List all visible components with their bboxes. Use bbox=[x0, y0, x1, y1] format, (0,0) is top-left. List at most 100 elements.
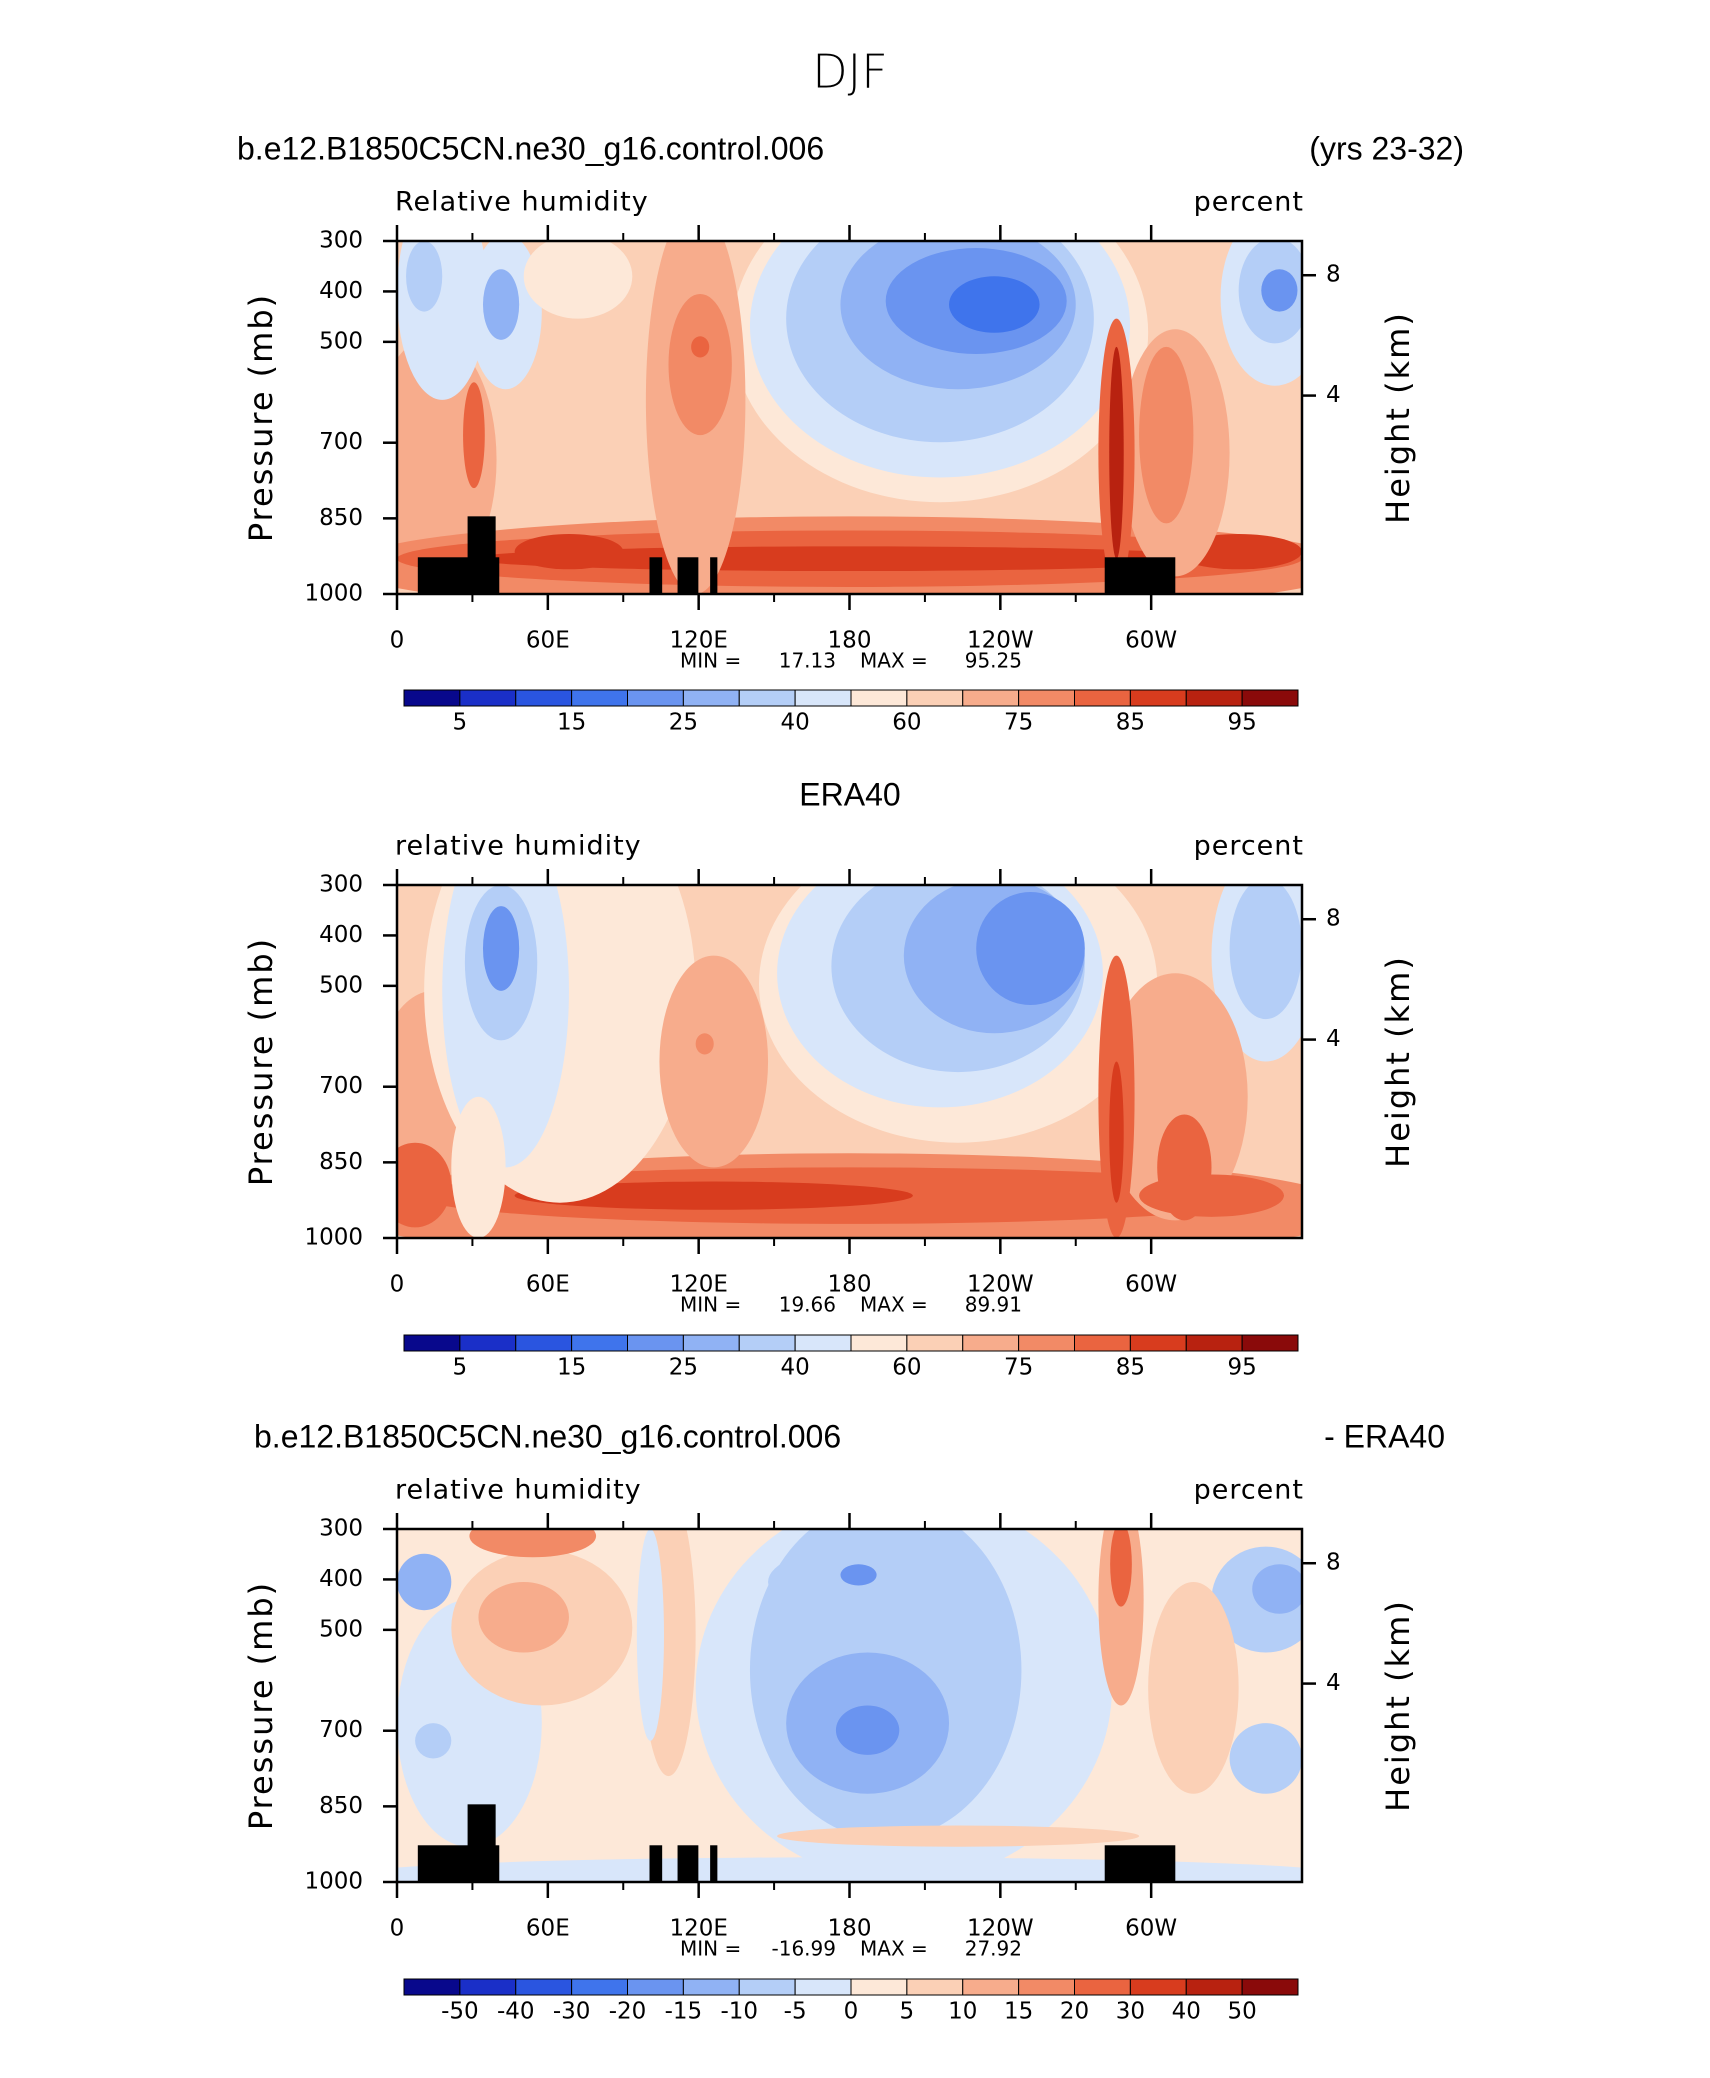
land-mask bbox=[677, 557, 699, 594]
contour-fill bbox=[397, 1857, 1302, 1882]
colorbar-label: 15 bbox=[557, 1355, 586, 1381]
max-label: MAX = bbox=[860, 649, 928, 673]
colorbar-label: -20 bbox=[609, 1999, 647, 2025]
contour-fill bbox=[1098, 1529, 1144, 1706]
contour-fill bbox=[1139, 1174, 1284, 1217]
colorbar-box bbox=[906, 1978, 964, 1996]
contour-fill bbox=[469, 1529, 597, 1558]
y-tick-label: 400 bbox=[319, 1566, 363, 1592]
colorbar-label: 75 bbox=[1004, 1355, 1033, 1381]
x-tick-label: 120E bbox=[669, 1272, 727, 1298]
max-value: 27.92 bbox=[965, 1937, 1022, 1961]
x-tick-label: 180 bbox=[828, 628, 872, 654]
y-tick-label: 400 bbox=[319, 278, 363, 304]
colorbar-box bbox=[1185, 1978, 1243, 1996]
colorbar-box bbox=[627, 1334, 684, 1352]
colorbar-label: 25 bbox=[669, 1355, 698, 1381]
max-value: 95.25 bbox=[965, 649, 1022, 673]
colorbar-box bbox=[794, 689, 852, 707]
panel-title-left: b.e12.B1850C5CN.ne30_g16.control.006 bbox=[237, 130, 824, 166]
panel-title-left: b.e12.B1850C5CN.ne30_g16.control.006 bbox=[254, 1418, 841, 1454]
colorbar-box bbox=[627, 1978, 684, 1996]
min-value: 19.66 bbox=[779, 1293, 836, 1317]
y-tick-label: 400 bbox=[319, 922, 363, 948]
y-tick-label: 850 bbox=[319, 1149, 363, 1175]
contour-fill bbox=[1139, 346, 1194, 524]
colorbar-label: 40 bbox=[780, 1355, 809, 1381]
y-axis-label: Pressure (mb) bbox=[242, 1581, 280, 1830]
min-label: MIN = bbox=[680, 1293, 741, 1317]
x-tick-label: 60E bbox=[526, 628, 570, 654]
contour-fill bbox=[397, 1553, 452, 1611]
colorbar-box bbox=[794, 1978, 852, 1996]
y-tick-label: 500 bbox=[319, 328, 363, 354]
colorbar-label: 30 bbox=[1116, 1999, 1145, 2025]
land-mask bbox=[710, 1845, 718, 1882]
y2-axis-label: Height (km) bbox=[1379, 955, 1417, 1168]
y-tick-label: 300 bbox=[319, 1516, 363, 1542]
colorbar-box bbox=[850, 1334, 908, 1352]
colorbar-box bbox=[403, 1978, 461, 1996]
x-tick-label: 60W bbox=[1125, 1916, 1177, 1942]
contour-field bbox=[397, 1529, 1302, 1882]
colorbar-box bbox=[1074, 1978, 1131, 1996]
colorbar-box bbox=[1241, 1334, 1299, 1352]
colorbar-label: 85 bbox=[1116, 710, 1145, 736]
panel-title-center: ERA40 bbox=[799, 776, 900, 812]
colorbar-box bbox=[1241, 1978, 1299, 1996]
colorbar-box bbox=[515, 1978, 573, 1996]
y-axis-label: Pressure (mb) bbox=[242, 937, 280, 1186]
colorbar-box bbox=[906, 1334, 964, 1352]
contour-fill bbox=[840, 1564, 877, 1586]
colorbar-box bbox=[1185, 1334, 1243, 1352]
colorbar-label: -50 bbox=[441, 1999, 479, 2025]
contour-fill bbox=[1110, 1529, 1132, 1607]
contour-fill bbox=[1229, 885, 1302, 1020]
contour-fill bbox=[1102, 973, 1248, 1221]
colorbar-box bbox=[627, 689, 684, 707]
contour-fill bbox=[406, 241, 443, 312]
colorbar-label: -5 bbox=[784, 1999, 807, 2025]
y2-tick-label: 4 bbox=[1326, 1670, 1341, 1696]
x-tick-label: 120E bbox=[669, 1916, 727, 1942]
contour-fill bbox=[514, 533, 624, 570]
x-tick-label: 0 bbox=[390, 628, 405, 654]
colorbar-label: -10 bbox=[720, 1999, 758, 2025]
colorbar-box bbox=[1074, 1334, 1131, 1352]
contour-fill bbox=[482, 906, 520, 991]
colorbar-box bbox=[738, 1978, 796, 1996]
y-tick-label: 1000 bbox=[304, 1869, 363, 1895]
colorbar-box bbox=[1018, 1978, 1075, 1996]
x-tick-label: 0 bbox=[390, 1272, 405, 1298]
y2-tick-label: 8 bbox=[1326, 262, 1341, 288]
min-value: -16.99 bbox=[772, 1937, 836, 1961]
x-tick-label: 0 bbox=[390, 1916, 405, 1942]
y-tick-label: 700 bbox=[319, 1073, 363, 1099]
x-tick-label: 60E bbox=[526, 1916, 570, 1942]
colorbar-box bbox=[515, 689, 573, 707]
x-tick-label: 180 bbox=[828, 1916, 872, 1942]
colorbar-box bbox=[459, 689, 517, 707]
y2-tick-label: 8 bbox=[1326, 1550, 1341, 1576]
contour-fill bbox=[691, 336, 710, 358]
y-tick-label: 500 bbox=[319, 972, 363, 998]
contour-field bbox=[397, 241, 1302, 594]
colorbar-box bbox=[738, 1334, 796, 1352]
contour-fill bbox=[695, 1033, 714, 1055]
land-mask bbox=[1104, 557, 1176, 594]
colorbar-label: -40 bbox=[497, 1999, 535, 2025]
field-name: relative humidity bbox=[395, 831, 642, 862]
contour-fill bbox=[835, 1705, 900, 1755]
colorbar-box bbox=[850, 1978, 908, 1996]
colorbar-box bbox=[515, 1334, 573, 1352]
colorbar-box bbox=[1074, 689, 1131, 707]
min-label: MIN = bbox=[680, 1937, 741, 1961]
colorbar-box bbox=[571, 1978, 628, 1996]
panel-title-right: - ERA40 bbox=[1324, 1418, 1445, 1454]
x-tick-label: 180 bbox=[828, 1272, 872, 1298]
contour-fill bbox=[668, 293, 732, 436]
contour-fill bbox=[949, 276, 1040, 333]
y-tick-label: 300 bbox=[319, 872, 363, 898]
contour-fill bbox=[397, 1142, 452, 1228]
